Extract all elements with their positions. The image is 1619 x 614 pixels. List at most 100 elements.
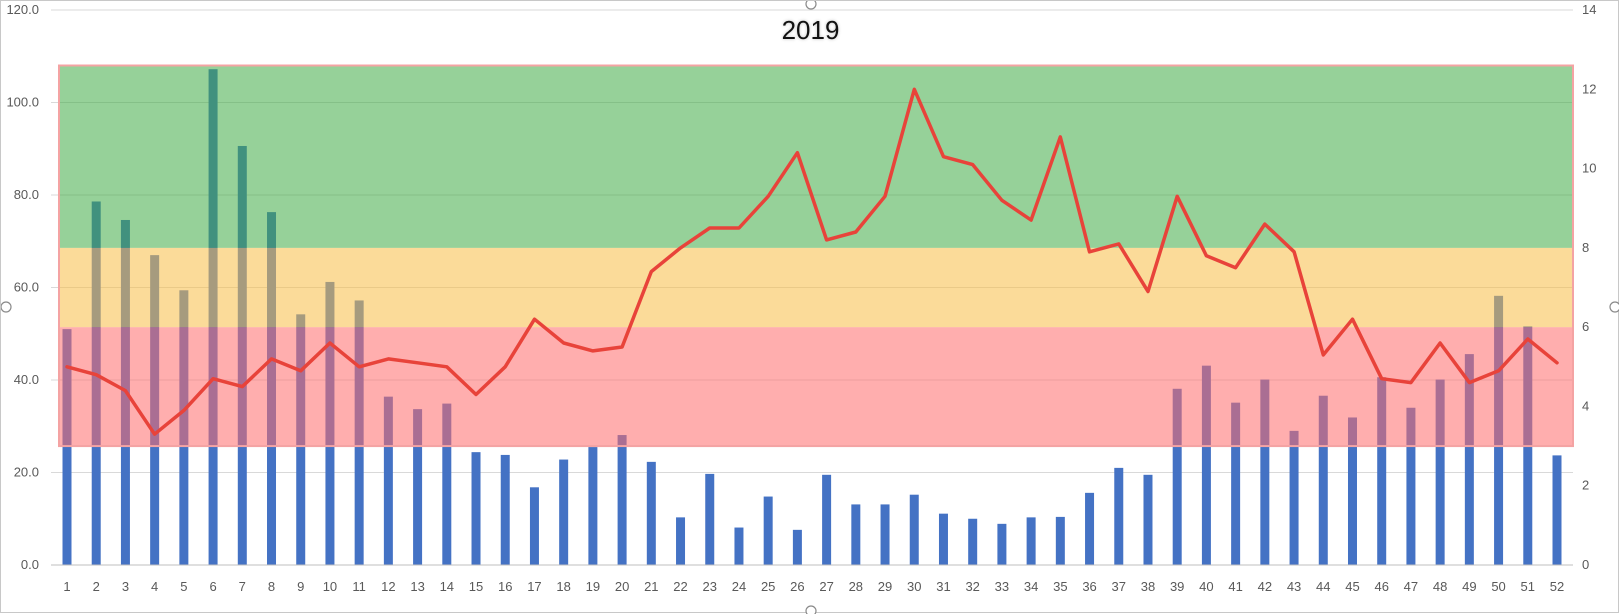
x-tick-label: 1 <box>63 579 70 594</box>
x-tick-label: 33 <box>995 579 1009 594</box>
bar <box>383 396 393 565</box>
x-tick-label: 41 <box>1228 579 1242 594</box>
x-tick-label: 23 <box>703 579 717 594</box>
resize-handle[interactable] <box>1609 301 1619 313</box>
bar <box>1552 455 1562 565</box>
x-tick-label: 12 <box>381 579 395 594</box>
x-tick-label: 29 <box>878 579 892 594</box>
bar <box>1143 474 1153 565</box>
bar <box>997 523 1007 565</box>
bar <box>909 494 919 565</box>
bar <box>763 496 773 565</box>
y2-tick-label: 10 <box>1582 161 1596 176</box>
x-tick-label: 43 <box>1287 579 1301 594</box>
x-tick-label: 7 <box>239 579 246 594</box>
resize-handle[interactable] <box>805 605 817 614</box>
y-tick-label: 0.0 <box>21 557 39 572</box>
x-tick-label: 5 <box>180 579 187 594</box>
bar <box>500 454 510 565</box>
band-orange <box>59 247 1573 328</box>
x-tick-label: 36 <box>1082 579 1096 594</box>
x-tick-label: 34 <box>1024 579 1038 594</box>
x-tick-label: 28 <box>849 579 863 594</box>
y-tick-label: 120.0 <box>6 2 39 17</box>
x-tick-label: 47 <box>1404 579 1418 594</box>
bar <box>1055 516 1065 565</box>
x-tick-label: 44 <box>1316 579 1330 594</box>
y2-tick-label: 6 <box>1582 319 1589 334</box>
y2-tick-label: 12 <box>1582 81 1596 96</box>
bar <box>880 504 890 565</box>
x-tick-label: 19 <box>586 579 600 594</box>
bar <box>1026 517 1036 565</box>
x-tick-label: 46 <box>1374 579 1388 594</box>
bar <box>1231 402 1241 565</box>
bar <box>1347 417 1357 565</box>
bar <box>1114 467 1124 565</box>
bar <box>676 517 686 565</box>
bar <box>968 518 978 565</box>
x-tick-label: 21 <box>644 579 658 594</box>
x-tick-label: 49 <box>1462 579 1476 594</box>
resize-handle[interactable] <box>1 301 12 313</box>
x-tick-label: 14 <box>440 579 454 594</box>
x-tick-label: 45 <box>1345 579 1359 594</box>
bar <box>1406 407 1416 565</box>
bar <box>442 403 452 565</box>
bar <box>1464 354 1474 565</box>
x-tick-label: 11 <box>352 579 366 594</box>
bar <box>1085 492 1095 565</box>
bar <box>851 504 861 565</box>
x-tick-label: 35 <box>1053 579 1067 594</box>
x-tick-label: 17 <box>527 579 541 594</box>
band-red <box>59 327 1573 447</box>
x-tick-label: 4 <box>151 579 158 594</box>
x-tick-label: 52 <box>1550 579 1564 594</box>
y2-tick-label: 0 <box>1582 557 1589 572</box>
band-outline <box>58 64 1574 448</box>
bar <box>413 409 423 565</box>
y2-tick-label: 14 <box>1582 2 1596 17</box>
x-tick-label: 10 <box>323 579 337 594</box>
series-line <box>65 87 1559 436</box>
bar <box>588 447 598 565</box>
x-tick-label: 42 <box>1258 579 1272 594</box>
x-tick-label: 48 <box>1433 579 1447 594</box>
resize-handle[interactable] <box>805 1 817 10</box>
x-tick-label: 9 <box>297 579 304 594</box>
band-green <box>59 65 1573 248</box>
x-tick-label: 18 <box>556 579 570 594</box>
x-tick-label: 39 <box>1170 579 1184 594</box>
bar <box>1377 377 1387 565</box>
bar <box>938 513 948 565</box>
bar <box>559 459 569 565</box>
bar <box>734 527 744 565</box>
bar <box>617 435 627 565</box>
x-tick-label: 50 <box>1491 579 1505 594</box>
y-tick-label: 60.0 <box>14 280 39 295</box>
x-tick-label: 22 <box>673 579 687 594</box>
x-tick-label: 30 <box>907 579 921 594</box>
bar <box>705 473 715 565</box>
bar <box>529 487 539 565</box>
x-tick-label: 13 <box>410 579 424 594</box>
x-tick-label: 51 <box>1521 579 1535 594</box>
y2-tick-label: 2 <box>1582 478 1589 493</box>
bar <box>822 474 832 565</box>
bar <box>1201 365 1211 565</box>
x-tick-label: 27 <box>819 579 833 594</box>
x-tick-label: 2 <box>93 579 100 594</box>
bar <box>1435 379 1445 565</box>
bar <box>1318 395 1328 565</box>
bar <box>471 452 481 565</box>
x-tick-label: 32 <box>965 579 979 594</box>
y-tick-label: 40.0 <box>14 372 39 387</box>
bar <box>792 529 802 565</box>
x-tick-label: 8 <box>268 579 275 594</box>
x-tick-label: 16 <box>498 579 512 594</box>
x-tick-label: 15 <box>469 579 483 594</box>
x-tick-label: 31 <box>936 579 950 594</box>
chart-title: 2019 <box>781 15 840 45</box>
